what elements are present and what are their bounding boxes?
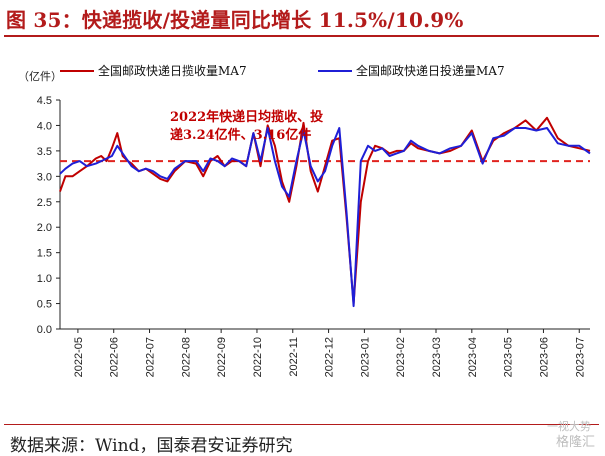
x-tick-label: 2022-10	[252, 337, 264, 377]
x-tick-label: 2022-07	[145, 337, 157, 377]
y-tick-label: 4.5	[37, 95, 52, 107]
y-tick-label: 1.5	[37, 248, 52, 260]
annotation-line2: 递3.24亿件、3.16亿件	[170, 127, 311, 143]
source-rule	[4, 424, 599, 425]
y-tick-label: 2.0	[37, 222, 52, 234]
source-note: 数据来源：Wind，国泰君安证券研究	[10, 436, 293, 456]
x-tick-label: 2022-12	[324, 337, 336, 377]
y-tick-label: 3.5	[37, 146, 52, 158]
y-axis-unit: （亿件）	[18, 70, 62, 83]
x-tick-label: 2022-06	[109, 337, 121, 377]
x-tick-label: 2022-11	[288, 337, 300, 377]
annotation: 2022年快递日均揽收、投递3.24亿件、3.16亿件	[170, 109, 323, 143]
y-tick-label: 0.5	[37, 299, 52, 311]
legend-label: 全国邮政快递日投递量MA7	[356, 63, 505, 78]
y-tick-label: 2.5	[37, 197, 52, 209]
title-rule	[4, 35, 599, 37]
y-tick-label: 3.0	[37, 171, 52, 183]
series-line-delivery	[59, 127, 591, 308]
chart-axes	[59, 100, 590, 330]
annotation-line1: 2022年快递日均揽收、投	[170, 109, 323, 125]
legend: 全国邮政快递日揽收量MA7 全国邮政快递日投递量MA7	[60, 63, 505, 78]
series-lines	[59, 116, 591, 308]
legend-label: 全国邮政快递日揽收量MA7	[98, 63, 247, 78]
x-tick-label: 2023-02	[395, 337, 407, 377]
x-tick-label: 2022-09	[216, 337, 228, 377]
series-line-collection	[59, 116, 591, 305]
y-tick-label: 0.0	[37, 324, 52, 336]
x-tick-label: 2023-04	[467, 337, 479, 377]
x-tick-label: 2022-08	[180, 337, 192, 377]
y-tick-label: 4.0	[37, 120, 52, 132]
y-tick-label: 1.0	[37, 273, 52, 285]
figure-title: 图 35：快递揽收/投递量同比增长 11.5%/10.9%	[6, 8, 464, 32]
line-chart: 0.0 0.5 1.0 1.5 2.0 2.5 3.0 3.5 4.0 4.5 （亿件） 2022-0…	[18, 63, 591, 377]
x-tick-label: 2023-01	[359, 337, 371, 377]
chart-ticks: 0.0 0.5 1.0 1.5 2.0 2.5 3.0 3.5 4.0 4.5 （亿件） 2022-0…	[18, 70, 586, 377]
x-tick-label: 2023-03	[431, 337, 443, 377]
watermark-line1: 一视大势	[547, 420, 591, 433]
x-tick-label: 2023-07	[574, 337, 586, 377]
x-tick-label: 2023-05	[503, 337, 515, 377]
x-tick-label: 2022-05	[73, 337, 85, 377]
x-tick-label: 2023-06	[538, 337, 550, 377]
watermark-line2: 格隆汇	[555, 435, 595, 450]
